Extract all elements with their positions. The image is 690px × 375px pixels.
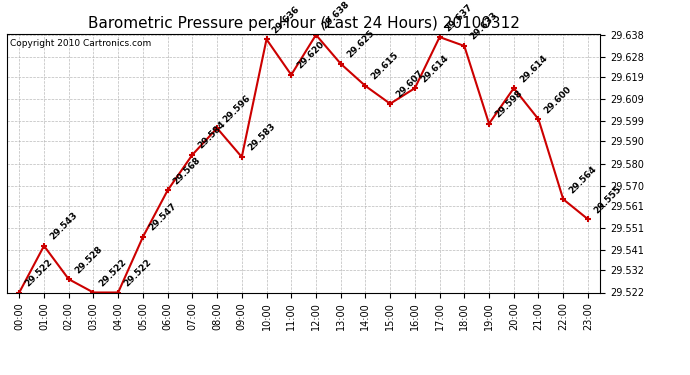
Text: 29.522: 29.522 (97, 257, 128, 288)
Text: 29.615: 29.615 (370, 51, 400, 82)
Text: 29.522: 29.522 (122, 257, 153, 288)
Text: 29.607: 29.607 (394, 69, 425, 99)
Text: 29.528: 29.528 (73, 244, 104, 275)
Text: 29.600: 29.600 (542, 84, 573, 115)
Text: 29.568: 29.568 (172, 155, 203, 186)
Title: Barometric Pressure per Hour (Last 24 Hours) 20100312: Barometric Pressure per Hour (Last 24 Ho… (88, 16, 520, 31)
Text: 29.522: 29.522 (23, 257, 55, 288)
Text: 29.638: 29.638 (320, 0, 351, 31)
Text: 29.555: 29.555 (592, 184, 623, 215)
Text: 29.636: 29.636 (270, 4, 302, 35)
Text: 29.584: 29.584 (197, 120, 228, 151)
Text: 29.614: 29.614 (518, 53, 549, 84)
Text: 29.598: 29.598 (493, 88, 524, 120)
Text: Copyright 2010 Cartronics.com: Copyright 2010 Cartronics.com (10, 39, 151, 48)
Text: 29.637: 29.637 (444, 2, 475, 33)
Text: 29.543: 29.543 (48, 211, 79, 242)
Text: 29.564: 29.564 (567, 164, 598, 195)
Text: 29.620: 29.620 (295, 40, 326, 70)
Text: 29.596: 29.596 (221, 93, 253, 124)
Text: 29.633: 29.633 (469, 11, 500, 42)
Text: 29.614: 29.614 (419, 53, 450, 84)
Text: 29.547: 29.547 (147, 202, 178, 233)
Text: 29.583: 29.583 (246, 122, 277, 153)
Text: 29.625: 29.625 (345, 28, 376, 60)
